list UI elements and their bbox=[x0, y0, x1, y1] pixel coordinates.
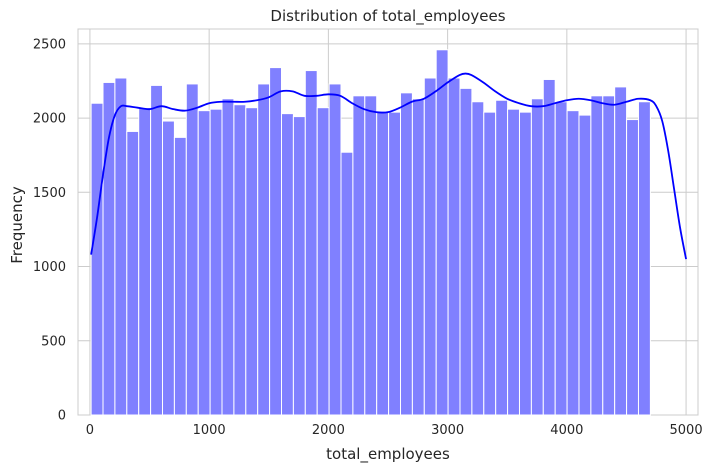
histogram-bar bbox=[483, 111, 497, 416]
x-tick-label: 5000 bbox=[670, 423, 703, 438]
histogram-bar bbox=[554, 101, 568, 416]
histogram-bar bbox=[471, 101, 485, 416]
y-tick-label: 2500 bbox=[33, 37, 66, 52]
x-tick-label: 3000 bbox=[431, 423, 464, 438]
histogram-bar bbox=[340, 151, 354, 416]
histogram-bar bbox=[435, 49, 449, 416]
x-tick-label: 2000 bbox=[312, 423, 345, 438]
histogram-bar bbox=[233, 104, 247, 416]
x-tick-label: 1000 bbox=[193, 423, 226, 438]
histogram-bar bbox=[495, 99, 509, 416]
histogram-bar bbox=[257, 83, 271, 416]
x-axis-label: total_employees bbox=[326, 445, 450, 464]
histogram-bar bbox=[292, 116, 306, 416]
histogram-bar bbox=[376, 111, 390, 416]
histogram-bar bbox=[269, 67, 283, 416]
histogram-bars bbox=[90, 49, 651, 416]
histogram-bar bbox=[185, 83, 199, 416]
histogram-bar bbox=[399, 92, 413, 416]
histogram-bar bbox=[637, 101, 651, 416]
histogram-bar bbox=[138, 107, 152, 416]
histogram-bar bbox=[602, 95, 616, 416]
histogram-bar bbox=[507, 108, 520, 416]
histogram-bar bbox=[221, 98, 235, 416]
y-tick-label: 1500 bbox=[33, 186, 66, 201]
histogram-bar bbox=[352, 95, 366, 416]
histogram-bar bbox=[328, 83, 342, 416]
histogram-bar bbox=[197, 110, 211, 416]
histogram-bar bbox=[90, 102, 104, 416]
histogram-bar bbox=[542, 78, 556, 416]
histogram-bar bbox=[388, 111, 401, 416]
histogram-bar bbox=[411, 98, 425, 416]
histogram-bar bbox=[316, 107, 330, 416]
y-tick-label: 2000 bbox=[33, 112, 66, 127]
x-tick-labels: 0 1000 2000 3000 4000 5000 bbox=[86, 423, 703, 438]
chart-title: Distribution of total_employees bbox=[270, 7, 505, 26]
y-tick-labels: 0 500 1000 1500 2000 2500 bbox=[33, 37, 66, 423]
histogram-bar bbox=[530, 98, 544, 416]
y-tick-label: 0 bbox=[58, 409, 66, 424]
histogram-bar bbox=[209, 108, 223, 416]
histogram-bar bbox=[447, 77, 461, 416]
histogram-bar bbox=[578, 114, 592, 416]
histogram-bar bbox=[423, 77, 437, 416]
histogram-bar bbox=[102, 81, 116, 416]
histogram-bar bbox=[518, 111, 532, 416]
y-tick-label: 1000 bbox=[33, 260, 66, 275]
histogram-bar bbox=[614, 86, 628, 416]
y-tick-label: 500 bbox=[41, 334, 66, 349]
histogram-bar bbox=[126, 130, 140, 416]
histogram-bar bbox=[590, 95, 604, 416]
histogram-bar bbox=[459, 87, 473, 416]
y-axis-label: Frequency bbox=[8, 186, 26, 264]
x-tick-label: 4000 bbox=[550, 423, 583, 438]
histogram-bar bbox=[566, 110, 580, 416]
histogram-bar bbox=[162, 120, 175, 416]
kde-curve bbox=[90, 72, 687, 260]
histogram-bar bbox=[173, 136, 187, 416]
histogram-bar bbox=[245, 107, 259, 416]
histogram-bar bbox=[114, 77, 128, 416]
histogram-bar bbox=[281, 113, 294, 416]
histogram-bar bbox=[150, 84, 164, 416]
histogram-bar bbox=[364, 95, 378, 416]
histogram-bar bbox=[626, 119, 639, 416]
x-tick-label: 0 bbox=[86, 423, 94, 438]
histogram-bar bbox=[304, 70, 318, 416]
